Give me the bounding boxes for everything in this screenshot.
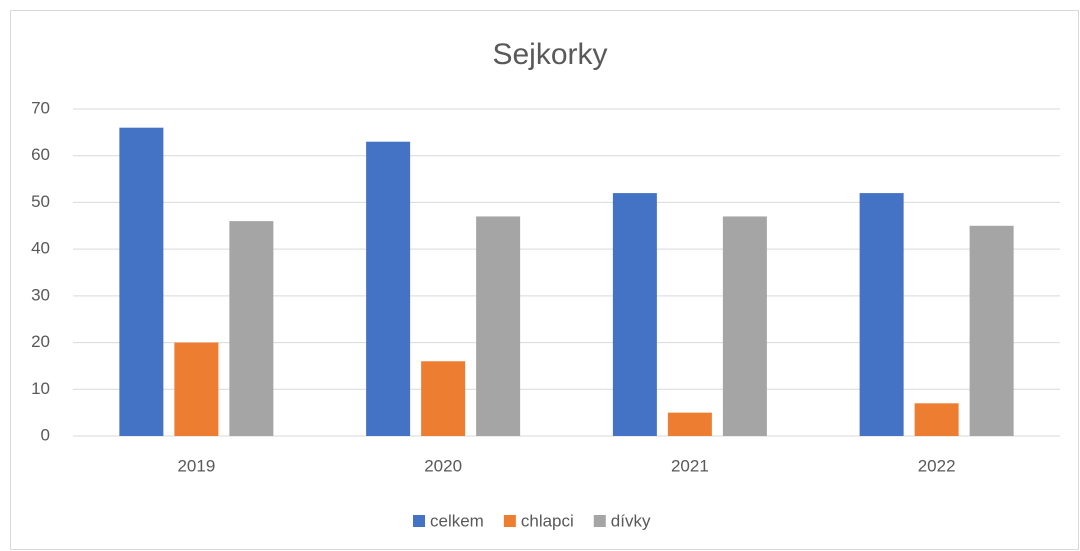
bar [859,193,904,436]
bar [612,193,657,436]
legend-swatch [413,515,425,527]
bar [914,403,959,436]
bar [722,216,767,436]
y-tick-label: 60 [31,145,50,164]
y-tick-label: 70 [31,98,50,117]
x-tick-label: 2019 [177,456,215,475]
x-tick-label: 2021 [671,456,709,475]
legend-label: chlapci [521,511,574,530]
bar [969,225,1014,436]
y-tick-label: 30 [31,285,50,304]
y-tick-label: 40 [31,239,50,258]
legend-swatch [593,515,606,527]
x-tick-label: 2022 [918,456,956,475]
bar [119,127,164,436]
y-tick-label: 20 [31,332,50,351]
bar [174,342,219,436]
y-tick-label: 0 [41,425,50,444]
chart-title: Sejkorky [492,38,607,71]
bar [421,361,466,436]
bar [476,216,521,436]
bar [229,221,274,436]
bar [667,412,712,436]
legend-swatch [503,515,516,527]
bar [366,141,411,436]
legend-label: dívky [611,511,651,530]
legend-label: celkem [430,511,484,530]
y-tick-label: 50 [31,192,50,211]
y-tick-label: 10 [31,379,50,398]
x-tick-label: 2020 [424,456,462,475]
